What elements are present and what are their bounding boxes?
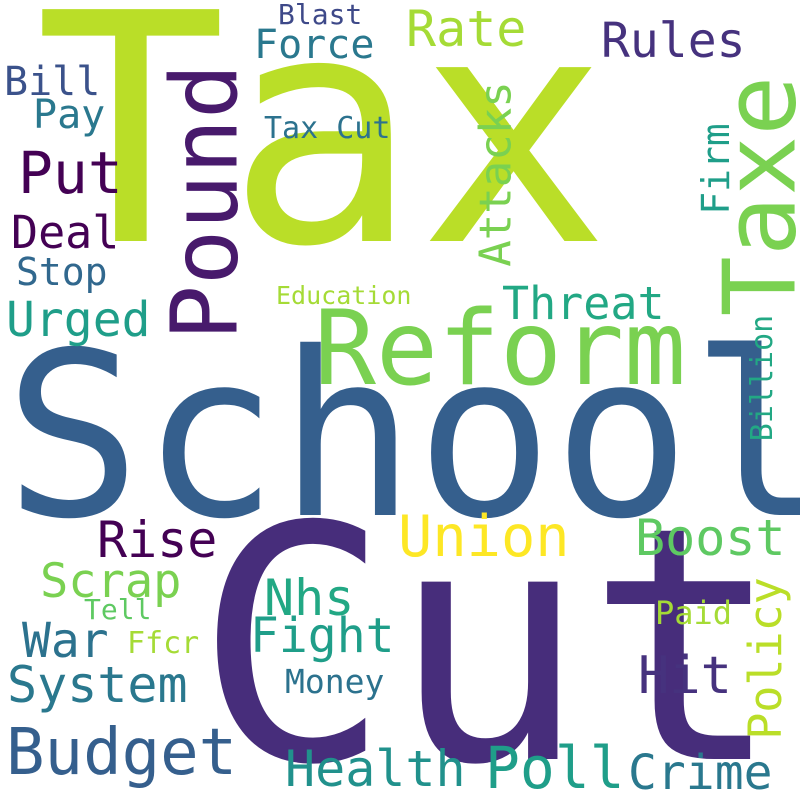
word-stop: Stop <box>16 250 108 294</box>
word-fight: Fight <box>250 608 395 664</box>
word-firm: Firm <box>693 123 738 215</box>
word-policy: Policy <box>738 577 792 740</box>
word-budget: Budget <box>6 716 238 790</box>
word-reform: Reform <box>314 289 687 409</box>
word-scrap: Scrap <box>40 554 182 609</box>
word-deal: Deal <box>11 206 120 259</box>
word-school: School <box>4 303 800 569</box>
word-hit: Hit <box>638 646 732 706</box>
word-urged: Urged <box>6 292 151 348</box>
word-rise: Rise <box>97 511 218 569</box>
word-war: War <box>22 613 109 669</box>
word-force: Force <box>254 22 375 68</box>
word-nhs: Nhs <box>264 569 355 627</box>
word-pound: Pound <box>151 63 259 341</box>
word-health: Health <box>285 740 466 798</box>
word-tell: Tell <box>84 593 152 626</box>
word-ffcr: Ffcr <box>127 626 200 661</box>
word-tax: Tax <box>35 0 610 316</box>
word-union: Union <box>398 504 570 570</box>
word-threat: Threat <box>502 277 665 330</box>
word-blast: Blast <box>278 0 363 31</box>
word-bill: Bill <box>4 59 101 105</box>
word-system: System <box>7 656 188 714</box>
word-attacks: Attacks <box>470 81 522 267</box>
word-pay: Pay <box>33 92 106 138</box>
word-tax-cut: Tax Cut <box>264 111 391 146</box>
word-boost: Boost <box>635 509 786 567</box>
word-cut: Cut <box>195 457 782 800</box>
word-education: Education <box>276 281 412 310</box>
word-money: Money <box>285 662 385 701</box>
word-put: Put <box>18 139 123 207</box>
word-poll: Poll <box>485 734 625 800</box>
word-rate: Rate <box>406 0 527 58</box>
word-paid: Paid <box>655 594 733 632</box>
word-billion: Billion <box>745 314 781 442</box>
word-rules: Rules <box>601 13 746 69</box>
word-crime: Crime <box>628 745 773 800</box>
